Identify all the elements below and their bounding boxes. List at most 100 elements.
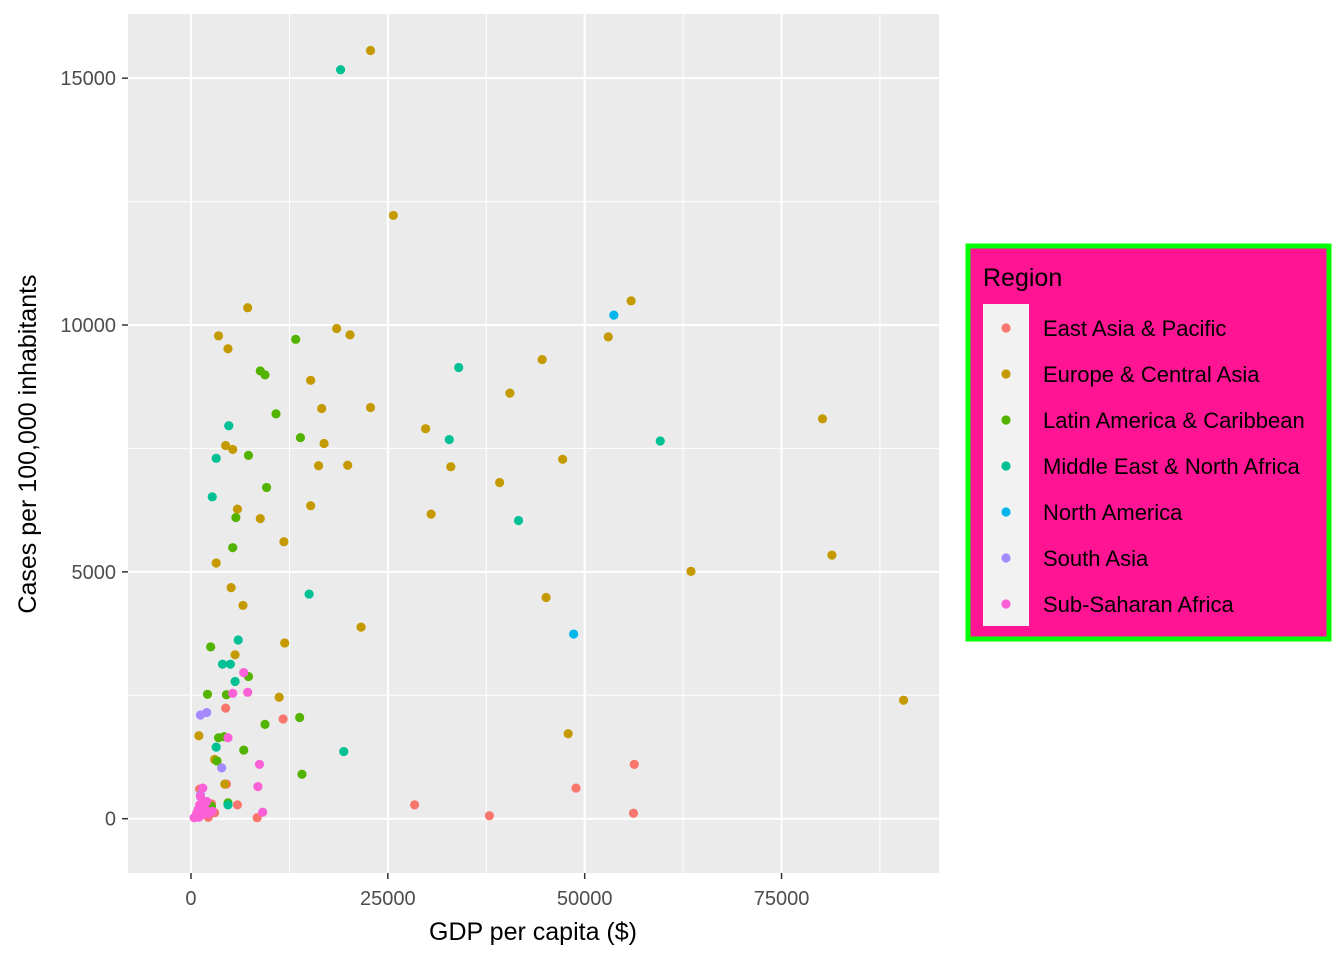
data-point	[206, 642, 216, 652]
data-point	[274, 692, 284, 702]
data-point	[304, 589, 314, 599]
data-point	[297, 769, 307, 779]
data-point	[335, 65, 346, 75]
data-point	[454, 362, 464, 373]
legend-key	[1001, 415, 1011, 425]
legend-key	[1001, 369, 1011, 379]
data-point	[421, 424, 431, 434]
data-point	[365, 402, 376, 413]
data-point	[213, 331, 224, 341]
data-point	[230, 676, 240, 687]
data-point	[513, 515, 524, 526]
data-point	[541, 592, 551, 603]
data-point	[225, 659, 235, 669]
legend-key	[1001, 461, 1011, 471]
data-point	[202, 796, 212, 807]
data-point	[254, 759, 265, 769]
data-point	[221, 440, 231, 451]
legend-key	[1001, 323, 1011, 333]
data-point	[537, 354, 547, 365]
y-tick-label: 15000	[60, 68, 116, 90]
data-point	[228, 688, 238, 698]
data-point	[291, 334, 301, 344]
data-point	[243, 450, 254, 460]
data-point	[558, 454, 568, 464]
data-point	[223, 344, 233, 354]
data-point	[628, 808, 639, 818]
data-point	[388, 210, 398, 221]
data-point	[221, 703, 231, 713]
legend-title: Region	[983, 264, 1062, 292]
data-point	[319, 438, 329, 449]
data-point	[426, 509, 436, 519]
data-point	[686, 566, 696, 576]
data-point	[280, 638, 290, 648]
data-point	[317, 403, 327, 414]
data-point	[195, 710, 206, 720]
data-point	[230, 650, 240, 660]
data-point	[217, 763, 227, 773]
data-point	[233, 635, 243, 645]
data-point	[217, 659, 228, 669]
x-tick-label: 0	[185, 888, 196, 910]
data-point	[239, 667, 249, 678]
data-point	[232, 504, 243, 514]
legend-label: Europe & Central Asia	[1043, 362, 1260, 387]
data-point	[211, 742, 221, 752]
data-point	[629, 759, 639, 769]
data-point	[313, 461, 324, 471]
data-point	[495, 477, 505, 488]
data-point	[255, 513, 265, 524]
data-point	[827, 550, 837, 560]
data-point	[223, 733, 233, 743]
data-point	[202, 689, 213, 699]
y-axis-title: Cases per 100,000 inhabitants	[14, 274, 42, 613]
legend-key	[1001, 599, 1011, 609]
data-point	[446, 462, 456, 472]
data-point	[261, 482, 272, 493]
major-gridlines	[128, 14, 939, 873]
data-point	[345, 330, 355, 340]
y-axis: 0 5000 10000 15000	[60, 68, 128, 831]
data-points	[189, 45, 909, 823]
data-point	[211, 453, 221, 463]
data-point	[211, 558, 221, 568]
data-point	[207, 492, 217, 502]
data-point	[571, 783, 581, 793]
y-tick-label: 5000	[72, 562, 117, 584]
data-point	[484, 811, 495, 821]
data-point	[898, 695, 909, 705]
data-point	[194, 731, 204, 741]
x-tick-label: 75000	[754, 888, 810, 910]
data-point	[603, 332, 613, 342]
data-point	[817, 414, 828, 424]
data-point	[655, 436, 665, 446]
data-point	[195, 791, 206, 802]
data-point	[243, 303, 253, 313]
data-point	[626, 296, 636, 306]
data-point	[295, 712, 305, 723]
x-tick-label: 25000	[360, 888, 416, 910]
data-point	[332, 323, 342, 334]
data-point	[243, 687, 253, 697]
data-point	[295, 432, 306, 443]
data-point	[563, 729, 573, 739]
data-point	[343, 460, 353, 470]
data-point	[306, 501, 316, 511]
data-point	[228, 543, 238, 553]
data-point	[231, 512, 241, 523]
legend-key	[1001, 553, 1011, 563]
data-point	[505, 388, 515, 398]
data-point	[356, 622, 366, 632]
data-point	[238, 600, 248, 611]
legend: Region East Asia & Pacific Europe & Centr…	[965, 243, 1332, 642]
legend-label: South Asia	[1043, 546, 1149, 571]
x-axis: 0 25000 50000 75000	[185, 873, 809, 910]
x-tick-label: 50000	[557, 888, 613, 910]
data-point	[198, 783, 208, 793]
legend-label: Latin America & Caribbean	[1043, 408, 1305, 433]
data-point	[223, 800, 233, 810]
data-point	[260, 370, 270, 380]
data-point	[220, 779, 230, 789]
